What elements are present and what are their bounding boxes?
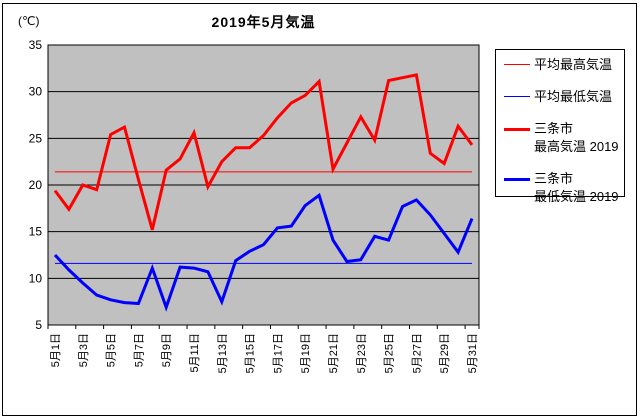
- y-tick-label: 20: [29, 178, 43, 192]
- y-tick-label: 25: [29, 131, 43, 145]
- chart-title: 2019年5月気温: [211, 14, 316, 30]
- legend-label: 平均最低気温: [534, 89, 613, 104]
- x-tick-label: 5月11日: [189, 333, 201, 373]
- x-tick-label: 5月25日: [384, 333, 396, 373]
- legend-label: 三条市 最低気温 2019: [534, 171, 619, 204]
- daily-max-temp-line: [53, 73, 474, 231]
- avg-min-line-swatch: [504, 96, 530, 97]
- legend: 平均最高気温 平均最低気温 三条市 最高気温 2019 三条市 最低気温 201…: [495, 49, 625, 204]
- x-tick-label: 5月21日: [328, 333, 340, 373]
- y-tick-label: 5: [35, 318, 42, 332]
- x-tick-label: 5月19日: [300, 333, 312, 373]
- x-tick-label: 5月15日: [245, 333, 257, 373]
- y-tick-label: 35: [29, 38, 43, 52]
- legend-item-avg-max: 平均最高気温: [504, 56, 624, 74]
- x-tick-label: 5月3日: [78, 333, 90, 367]
- legend-label: 平均最高気温: [534, 57, 613, 72]
- y-tick-label: 15: [29, 225, 43, 239]
- y-axis-unit-label: (℃): [18, 14, 40, 28]
- min-2019-line-swatch: [504, 178, 530, 181]
- x-tick-label: 5月29日: [439, 333, 451, 373]
- x-tick-label: 5月1日: [50, 333, 62, 367]
- x-tick-label: 5月5日: [106, 333, 118, 367]
- chart-frame: [2, 3, 637, 416]
- x-tick-label: 5月27日: [411, 333, 423, 373]
- avg-max-line-swatch: [504, 64, 530, 65]
- legend-item-avg-min: 平均最低気温: [504, 88, 624, 106]
- x-tick-label: 5月13日: [217, 333, 229, 373]
- x-tick-label: 5月17日: [272, 333, 284, 373]
- x-tick-label: 5月23日: [356, 333, 368, 373]
- y-tick-label: 30: [29, 85, 43, 99]
- legend-item-min-2019: 三条市 最低気温 2019: [504, 170, 624, 206]
- daily-min-temp-line: [53, 192, 474, 312]
- legend-label: 三条市 最高気温 2019: [534, 121, 619, 154]
- max-2019-line-swatch: [504, 128, 530, 131]
- x-tick-label: 5月9日: [161, 333, 173, 367]
- y-tick-label: 10: [29, 271, 43, 285]
- x-tick-label: 5月7日: [133, 333, 145, 367]
- x-tick-label: 5月31日: [467, 333, 479, 373]
- legend-item-max-2019: 三条市 最高気温 2019: [504, 120, 624, 156]
